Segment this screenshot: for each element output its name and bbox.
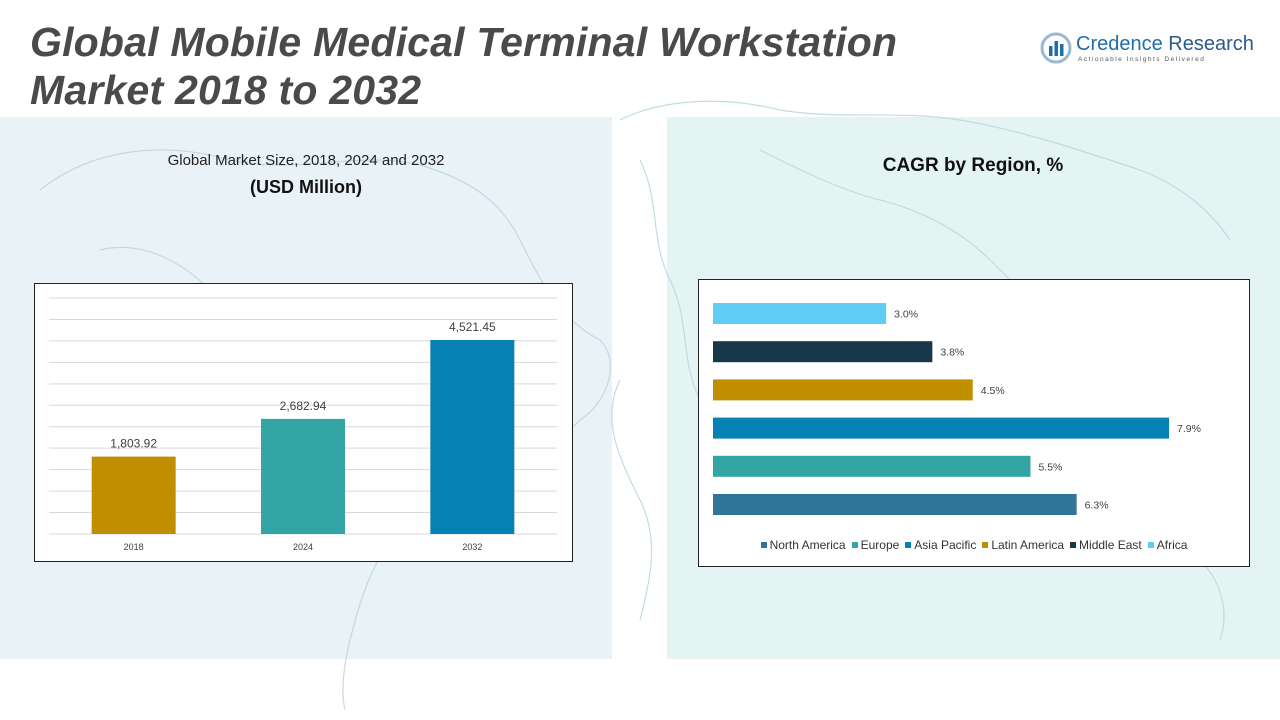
- title-line-1: Global Mobile Medical Terminal Workstati…: [30, 19, 898, 65]
- hbar-europe: [713, 455, 1031, 477]
- x-tick-label: 2032: [462, 542, 482, 552]
- logo-name: Credence Research: [1076, 33, 1254, 56]
- legend-item: Africa: [1147, 538, 1188, 552]
- hbar-value-label: 6.3%: [1085, 500, 1109, 512]
- legend-swatch: [760, 541, 767, 548]
- legend-swatch: [1070, 541, 1077, 548]
- title-line-2: Market 2018 to 2032: [30, 67, 422, 113]
- bar-2032: [430, 339, 515, 534]
- market-size-chart-svg: 1,803.92 2018 2,682.94 2024 4,521.45 2032: [49, 297, 557, 552]
- market-size-units: (USD Million): [250, 177, 362, 197]
- bar-2018: [91, 456, 176, 534]
- hbar-value-label: 3.0%: [894, 309, 918, 321]
- cagr-chart-svg: 3.0% 3.8% 4.5% 7.9% 5.5% 6.3%: [713, 303, 1201, 515]
- legend-label: Latin America: [991, 538, 1065, 552]
- legend-label: Middle East: [1079, 538, 1142, 552]
- legend-item: Asia Pacific: [905, 538, 976, 552]
- bar-value-label: 2,682.94: [280, 399, 327, 413]
- hbar-value-label: 3.8%: [940, 347, 964, 359]
- hbar-value-label: 4.5%: [981, 385, 1005, 397]
- legend-item: North America: [760, 538, 846, 552]
- page-title: Global Mobile Medical Terminal Workstati…: [30, 18, 990, 114]
- legend-swatch: [982, 541, 989, 548]
- logo-name-part1: Credence: [1076, 33, 1163, 55]
- hbar-value-label: 7.9%: [1177, 423, 1201, 435]
- bar-value-label: 1,803.92: [110, 437, 157, 451]
- legend-swatch: [1147, 541, 1154, 548]
- market-size-chart: 1,803.92 2018 2,682.94 2024 4,521.45 2032: [34, 283, 573, 562]
- legend-label: Asia Pacific: [914, 538, 977, 552]
- bar-2024: [261, 418, 345, 534]
- market-size-heading: Global Market Size, 2018, 2024 and 2032: [167, 152, 445, 169]
- cagr-legend: North America Europe Asia Pacific Latin Ame…: [699, 538, 1249, 552]
- cagr-heading: CAGR by Region, %: [882, 155, 1064, 176]
- logo-mark-icon: [1040, 32, 1072, 64]
- hbar-asia-pacific: [713, 417, 1169, 439]
- legend-item: Middle East: [1070, 538, 1142, 552]
- legend-item: Europe: [851, 538, 900, 552]
- hbar-africa: [713, 303, 887, 324]
- x-tick-label: 2018: [124, 542, 144, 552]
- legend-label: Europe: [860, 538, 900, 552]
- hbar-north-america: [713, 494, 1077, 515]
- hbar-middle-east: [713, 341, 933, 363]
- cagr-chart: 3.0% 3.8% 4.5% 7.9% 5.5% 6.3% North America Eu…: [698, 279, 1250, 567]
- logo-name-part2: Research: [1162, 33, 1254, 55]
- x-tick-label: 2024: [293, 542, 313, 552]
- hbar-latin-america: [713, 379, 973, 401]
- hbar-value-label: 5.5%: [1038, 461, 1062, 473]
- legend-swatch: [851, 541, 858, 548]
- legend-label: North America: [769, 538, 846, 552]
- logo-tagline: Actionable Insights Delivered: [1078, 56, 1206, 63]
- legend-item: Latin America: [982, 538, 1064, 552]
- credence-research-logo: Credence Research Actionable Insights De…: [1040, 30, 1260, 70]
- legend-swatch: [905, 541, 912, 548]
- bar-value-label: 4,521.45: [449, 320, 496, 334]
- legend-label: Africa: [1156, 538, 1188, 552]
